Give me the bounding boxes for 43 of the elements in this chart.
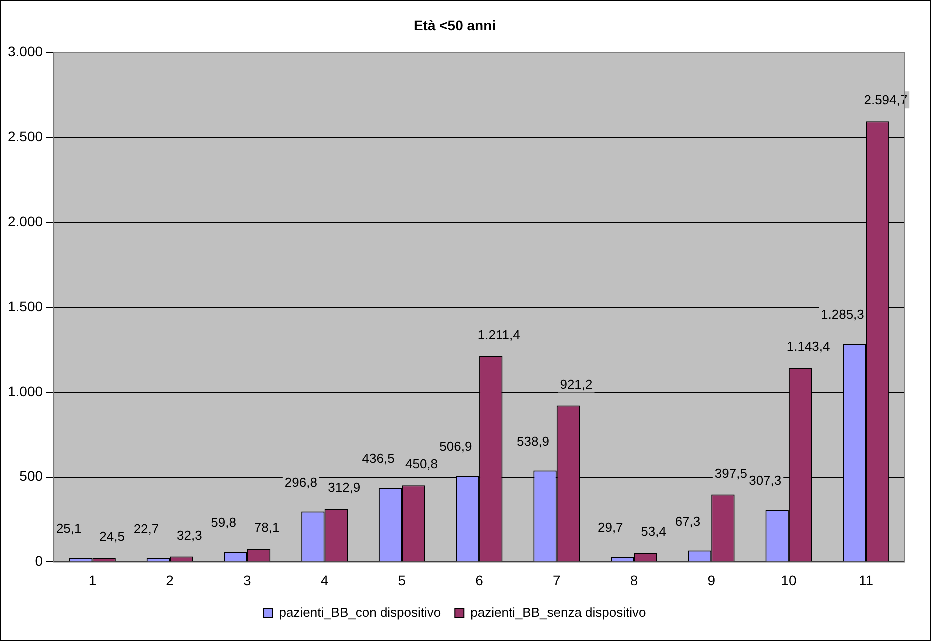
data-label: 25,1 xyxy=(56,521,82,536)
data-label: 78,1 xyxy=(254,520,280,536)
x-tick-label: 10 xyxy=(781,572,797,588)
data-label: 22,7 xyxy=(134,521,160,536)
data-label: 1.211,4 xyxy=(478,328,520,343)
data-label: 1.143,4 xyxy=(786,339,830,354)
legend-label: pazienti_BB_senza dispositivo xyxy=(470,605,646,620)
chart-title: Età <50 anni xyxy=(414,17,496,34)
x-tick-label: 3 xyxy=(244,572,252,588)
data-label: 538,9 xyxy=(517,434,550,449)
legend-label: pazienti_BB_con dispositivo xyxy=(279,605,442,620)
y-tick-label: 3.000 xyxy=(8,44,44,60)
x-tick-label: 4 xyxy=(320,572,329,588)
data-label: 67,3 xyxy=(675,514,701,529)
x-tick-label: 8 xyxy=(630,572,638,588)
data-label: 296,8 xyxy=(284,474,318,490)
data-label: 59,8 xyxy=(211,515,236,530)
data-label: 307,3 xyxy=(749,473,782,488)
x-tick-label: 5 xyxy=(398,572,406,588)
x-tick-label: 6 xyxy=(476,572,484,588)
data-label: 397,5 xyxy=(714,466,748,481)
y-tick-label: 2.500 xyxy=(8,128,44,145)
data-label: 312,9 xyxy=(328,480,361,496)
data-label: 1.285,3 xyxy=(821,307,864,322)
data-label: 24,5 xyxy=(100,529,125,544)
x-tick-label: 7 xyxy=(552,572,561,588)
data-label: 32,3 xyxy=(177,528,202,543)
y-tick-label: 0 xyxy=(35,553,44,570)
y-tick-label: 500 xyxy=(20,468,44,484)
data-label: 436,5 xyxy=(362,451,395,466)
data-label: 506,9 xyxy=(440,439,472,454)
y-tick-label: 2.000 xyxy=(8,213,44,230)
y-tick-label: 1.500 xyxy=(8,298,44,314)
x-tick-label: 11 xyxy=(859,572,874,588)
x-tick-label: 9 xyxy=(708,572,716,588)
data-label: 53,4 xyxy=(641,524,666,540)
data-label: 921,2 xyxy=(560,376,593,392)
x-tick-label: 1 xyxy=(88,572,97,588)
data-label: 29,7 xyxy=(598,520,624,536)
x-tick-label: 2 xyxy=(166,572,174,588)
data-label: 450,8 xyxy=(405,456,438,472)
y-tick-label: 1.000 xyxy=(8,383,44,400)
data-label: 2.594,7 xyxy=(864,92,908,108)
